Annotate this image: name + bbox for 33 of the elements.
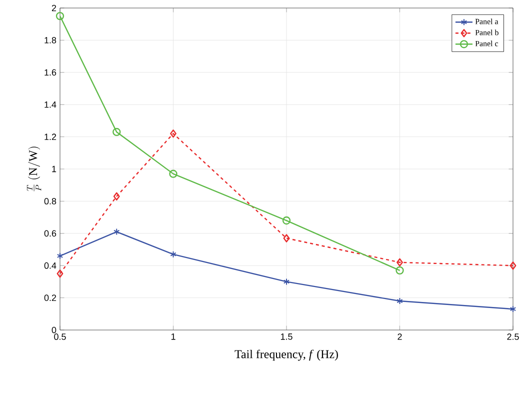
y-tick-label: 0.6	[44, 230, 56, 237]
point	[170, 129, 176, 138]
y-tick-label: 1.4	[44, 102, 56, 108]
y-axis-title: $\frac{T}{P}\ \mathrm{(N/W)}$	[26, 146, 42, 192]
x-tick-label: 2.5	[507, 334, 519, 340]
x-tick-label: 1	[171, 334, 176, 340]
point	[56, 12, 64, 20]
y-tick-label: 1	[52, 166, 56, 172]
y-tick-label: 2	[52, 4, 56, 12]
y-tick-label: 0.4	[44, 262, 56, 269]
point	[396, 258, 403, 266]
x-tick-label: 2	[398, 334, 402, 340]
point	[169, 170, 178, 178]
y-tick-label: 1.6	[44, 69, 56, 76]
y-tick-label: 1.8	[44, 37, 56, 44]
x-axis-title: Tail frequency, f (Hz)	[234, 350, 338, 361]
x-tick-label: 0.5	[54, 334, 66, 340]
point	[283, 234, 290, 242]
point	[282, 216, 291, 225]
point	[56, 270, 64, 278]
point	[396, 298, 403, 305]
point	[114, 228, 120, 236]
point	[396, 266, 404, 275]
point	[112, 128, 121, 136]
y-tick-label: 0	[52, 326, 56, 334]
point	[283, 278, 290, 286]
y-tick-label: 0.2	[44, 294, 56, 301]
point	[510, 262, 516, 270]
x-tick-label: 1.5	[280, 334, 292, 340]
point	[170, 250, 176, 258]
point	[113, 192, 120, 200]
y-tick-label: 0.8	[44, 198, 56, 204]
y-tick-label: 1.2	[44, 134, 56, 140]
